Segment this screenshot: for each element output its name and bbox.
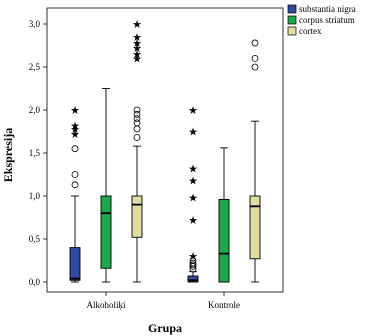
outlier-circle [133,110,141,118]
legend-label: cortex [299,26,322,36]
y-tick-label: 1,5 [29,148,41,158]
x-tick-label: Alkoholiķi [86,300,126,311]
outlier-star: ★ [132,42,142,55]
outlier-circle [71,145,79,153]
box-iqr [187,275,199,283]
outlier-star: ★ [188,162,198,175]
x-axis-title: Grupa [148,321,182,335]
outlier-star: ★ [188,126,198,139]
outlier-star: ★ [70,119,80,132]
outlier-circle [133,119,141,127]
box-cortex-1 [249,39,261,283]
box-corpus-striatum-1 [218,147,230,283]
outlier-circle [71,181,79,189]
box-series: ★★★★★★★★★★★★★★★★★ [69,18,261,283]
outlier-circle [251,39,259,47]
box-iqr [100,195,112,269]
outlier-star: ★ [132,48,142,61]
outlier-star: ★ [70,104,80,117]
outlier-star: ★ [70,128,80,141]
outlier-star: ★ [70,123,80,136]
legend-label: corpus striatum [299,15,355,25]
outlier-circle [133,134,141,141]
y-axis: 0,0 0,5 1,0 1,5 2,0 2,5 3,0 [29,19,47,287]
box-substantia-nigra-0: ★★★★ [69,104,81,283]
outlier-circle [71,171,79,178]
legend-label: substantia nigra [299,4,356,14]
outlier-circle [189,257,197,264]
outlier-star: ★ [188,104,198,117]
outlier-star: ★ [188,192,198,205]
outlier-circle [133,115,141,122]
outlier-circle [133,106,141,114]
box-iqr [69,247,81,281]
legend-swatch [287,15,297,25]
outlier-star: ★ [188,175,198,188]
y-tick-label: 2,0 [29,105,41,115]
outlier-circle [189,261,197,269]
y-tick-label: 2,5 [29,62,41,72]
y-tick-label: 0,0 [29,277,41,287]
y-axis-title: Ekspresija [1,128,15,182]
x-axis: Alkoholiķi Kontrole [86,292,240,311]
outlier-star: ★ [132,37,142,50]
outlier-circle [251,63,259,71]
outlier-star: ★ [188,214,198,227]
box-cortex-0: ★★★★★★ [131,18,143,283]
legend-swatch [287,4,297,14]
outlier-star: ★ [132,18,142,31]
y-tick-label: 0,5 [29,234,41,244]
box-iqr [131,195,143,238]
outlier-star: ★ [132,31,142,44]
outlier-circle [189,259,197,267]
plot-area [46,7,284,293]
y-tick-label: 1,0 [29,191,41,201]
outlier-star: ★ [132,52,142,65]
outlier-star: ★ [188,250,198,263]
x-tick-label: Kontrole [208,300,240,310]
box-corpus-striatum-0 [100,88,112,283]
box-iqr [249,195,261,260]
y-tick-label: 3,0 [29,19,41,29]
box-substantia-nigra-1: ★★★★★★★ [187,104,199,283]
legend-swatch [287,26,297,36]
box-iqr [218,198,230,283]
outlier-circle [251,55,259,62]
